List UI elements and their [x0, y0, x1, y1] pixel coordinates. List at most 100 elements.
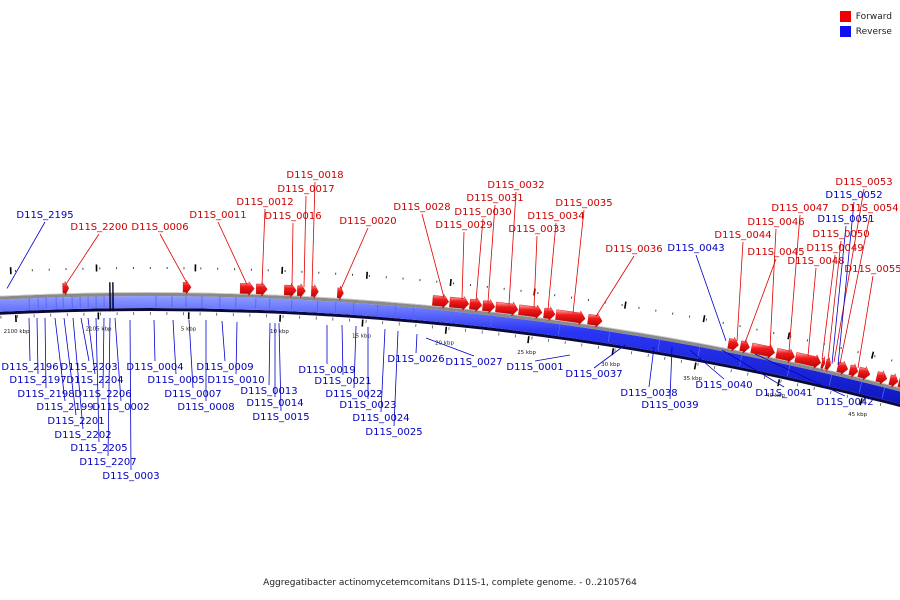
reverse-gene-label[interactable]: D11S_0021: [314, 376, 371, 387]
forward-gene-arrow[interactable]: [518, 304, 543, 320]
reverse-gene-label[interactable]: D11S_0042: [816, 397, 873, 408]
reverse-gene-label[interactable]: D11S_0023: [339, 400, 396, 411]
forward-gene-arrow[interactable]: [543, 306, 556, 322]
forward-gene-arrow[interactable]: [62, 281, 70, 296]
forward-gene-label[interactable]: D11S_0031: [466, 193, 523, 204]
reverse-gene-label[interactable]: D11S_2206: [74, 389, 131, 400]
forward-gene-label[interactable]: D11S_0045: [747, 247, 804, 258]
forward-gene-arrow[interactable]: [794, 352, 822, 369]
forward-gene-label[interactable]: D11S_0055: [844, 264, 900, 275]
forward-gene-arrow[interactable]: [739, 338, 750, 354]
forward-gene-arrow[interactable]: [727, 336, 739, 352]
reverse-gene-label[interactable]: D11S_2196: [1, 362, 58, 373]
forward-gene-label[interactable]: D11S_0006: [131, 222, 188, 233]
forward-gene-label[interactable]: D11S_0012: [236, 197, 293, 208]
gene-arrows[interactable]: [62, 279, 900, 390]
reverse-gene-label[interactable]: D11S_2195: [16, 210, 73, 221]
reverse-gene-label[interactable]: D11S_0040: [695, 380, 752, 391]
forward-gene-arrow[interactable]: [182, 279, 192, 295]
forward-gene-label[interactable]: D11S_0036: [605, 244, 662, 255]
forward-gene-arrow[interactable]: [255, 281, 268, 297]
reverse-gene-label[interactable]: D11S_0024: [352, 413, 409, 424]
forward-gene-label[interactable]: D11S_0053: [835, 177, 892, 188]
reverse-gene-label[interactable]: D11S_0052: [825, 190, 882, 201]
forward-gene-arrow[interactable]: [336, 285, 344, 301]
reverse-gene-label[interactable]: D11S_0037: [565, 369, 622, 380]
forward-gene-label[interactable]: D11S_0046: [747, 217, 804, 228]
forward-gene-arrow[interactable]: [820, 356, 825, 371]
forward-gene-arrow[interactable]: [239, 281, 255, 297]
forward-gene-arrow[interactable]: [310, 283, 319, 300]
reverse-gene-label[interactable]: D11S_0001: [506, 362, 563, 373]
forward-gene-label[interactable]: D11S_0032: [487, 180, 544, 191]
forward-gene-arrow[interactable]: [432, 293, 450, 309]
forward-gene-arrow[interactable]: [449, 295, 470, 311]
forward-gene-arrow[interactable]: [587, 312, 603, 328]
forward-gene-arrow[interactable]: [888, 372, 899, 388]
forward-gene-arrow[interactable]: [857, 365, 871, 381]
reverse-gene-label[interactable]: D11S_0010: [207, 375, 264, 386]
reverse-gene-label[interactable]: D11S_0026: [387, 354, 444, 365]
reverse-gene-label[interactable]: D11S_0003: [102, 471, 159, 482]
reverse-gene-label[interactable]: D11S_0027: [445, 357, 502, 368]
reverse-gene-label[interactable]: D11S_0015: [252, 412, 309, 423]
reverse-gene-label[interactable]: D11S_0014: [246, 398, 303, 409]
forward-gene-arrow[interactable]: [897, 376, 900, 390]
forward-gene-label[interactable]: D11S_0020: [339, 216, 396, 227]
forward-gene-label[interactable]: D11S_0033: [508, 224, 565, 235]
forward-gene-label[interactable]: D11S_0011: [189, 210, 246, 221]
forward-gene-label[interactable]: D11S_0028: [393, 202, 450, 213]
forward-gene-arrow[interactable]: [750, 342, 775, 359]
reverse-gene-label[interactable]: D11S_0002: [92, 402, 149, 413]
forward-gene-label[interactable]: D11S_0047: [771, 203, 828, 214]
forward-gene-arrow[interactable]: [469, 297, 483, 313]
reverse-gene-label[interactable]: D11S_0004: [126, 362, 183, 373]
forward-gene-arrow[interactable]: [296, 283, 306, 299]
reverse-gene-label[interactable]: D11S_2199: [36, 402, 93, 413]
forward-gene-arrow[interactable]: [482, 298, 496, 314]
forward-gene-arrow[interactable]: [495, 301, 519, 317]
forward-gene-arrow[interactable]: [875, 370, 888, 385]
forward-gene-label[interactable]: D11S_0035: [555, 198, 612, 209]
forward-gene-label[interactable]: D11S_0049: [806, 243, 863, 254]
reverse-gene-label[interactable]: D11S_0009: [196, 362, 253, 373]
forward-gene-arrow[interactable]: [283, 282, 297, 298]
reverse-gene-label[interactable]: D11S_2204: [66, 375, 123, 386]
forward-gene-label[interactable]: D11S_0018: [286, 170, 343, 181]
reverse-gene-label[interactable]: D11S_2201: [47, 416, 104, 427]
forward-gene-label[interactable]: D11S_0030: [454, 207, 511, 218]
forward-gene-label[interactable]: D11S_2200: [70, 222, 127, 233]
reverse-gene-label[interactable]: D11S_0038: [620, 388, 677, 399]
reverse-gene-label[interactable]: D11S_2197: [9, 375, 66, 386]
reverse-gene-label[interactable]: D11S_0025: [365, 427, 422, 438]
forward-gene-arrow[interactable]: [848, 363, 859, 378]
forward-gene-arrow[interactable]: [775, 347, 795, 364]
forward-gene-label[interactable]: D11S_0044: [714, 230, 771, 241]
reverse-gene-label[interactable]: D11S_2205: [70, 443, 127, 454]
forward-gene-label[interactable]: D11S_0017: [277, 184, 334, 195]
reverse-gene-label[interactable]: D11S_0005: [147, 375, 204, 386]
forward-gene-label[interactable]: D11S_0034: [527, 211, 584, 222]
reverse-gene-label[interactable]: D11S_2202: [54, 430, 111, 441]
reverse-gene-label[interactable]: D11S_0051: [817, 214, 874, 225]
reverse-gene-label[interactable]: D11S_0043: [667, 243, 724, 254]
gene-boundary: [787, 365, 791, 376]
reverse-gene-label[interactable]: D11S_0041: [755, 388, 812, 399]
reverse-gene-label[interactable]: D11S_2198: [17, 389, 74, 400]
reverse-gene-label[interactable]: D11S_2207: [79, 457, 136, 468]
reverse-gene-label[interactable]: D11S_0013: [240, 386, 297, 397]
reverse-gene-label[interactable]: D11S_2203: [60, 362, 117, 373]
reverse-gene-label[interactable]: D11S_0022: [325, 389, 382, 400]
forward-gene-label[interactable]: D11S_0048: [787, 256, 844, 267]
forward-gene-label[interactable]: D11S_0016: [264, 211, 321, 222]
forward-gene-label[interactable]: D11S_0029: [435, 220, 492, 231]
reverse-gene-label[interactable]: D11S_0008: [177, 402, 234, 413]
forward-gene-label[interactable]: D11S_0050: [812, 229, 869, 240]
reverse-gene-label[interactable]: D11S_0007: [164, 389, 221, 400]
reverse-gene-label[interactable]: D11S_0019: [298, 365, 355, 376]
forward-gene-label[interactable]: D11S_0054: [841, 203, 898, 214]
forward-gene-arrow[interactable]: [555, 309, 586, 326]
reverse-gene-label[interactable]: D11S_0039: [641, 400, 698, 411]
forward-gene-arrow[interactable]: [836, 360, 849, 376]
